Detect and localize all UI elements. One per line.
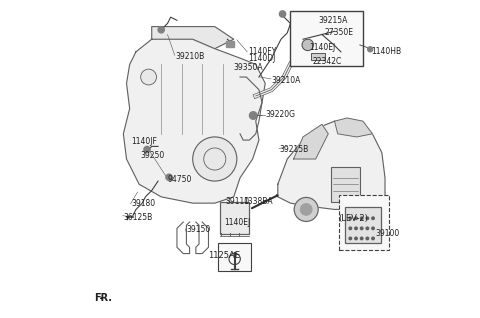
FancyBboxPatch shape xyxy=(339,195,389,250)
Text: 39220G: 39220G xyxy=(265,110,295,119)
FancyBboxPatch shape xyxy=(345,207,381,244)
FancyBboxPatch shape xyxy=(220,202,249,234)
Text: 1140HB: 1140HB xyxy=(371,47,401,56)
Text: 36125B: 36125B xyxy=(123,213,153,222)
Circle shape xyxy=(349,217,351,219)
Circle shape xyxy=(302,39,313,51)
Text: 39100: 39100 xyxy=(375,229,400,238)
Text: 39350A: 39350A xyxy=(234,63,264,72)
Circle shape xyxy=(366,237,369,240)
Text: 39215B: 39215B xyxy=(279,145,309,154)
Polygon shape xyxy=(294,124,328,159)
Text: 39180: 39180 xyxy=(131,199,156,208)
Circle shape xyxy=(144,146,150,153)
Circle shape xyxy=(368,47,372,52)
Text: 39150: 39150 xyxy=(186,225,211,234)
Text: 39210B: 39210B xyxy=(175,52,204,61)
Circle shape xyxy=(360,227,363,230)
Circle shape xyxy=(372,227,374,230)
Text: 1140EJ: 1140EJ xyxy=(224,218,251,226)
Bar xyxy=(290,11,363,66)
Circle shape xyxy=(355,227,357,230)
Polygon shape xyxy=(123,39,265,203)
Bar xyxy=(218,243,251,271)
Circle shape xyxy=(294,197,318,221)
Text: 1140JF: 1140JF xyxy=(131,137,157,146)
Circle shape xyxy=(366,217,369,219)
Text: 27350E: 27350E xyxy=(325,28,354,38)
Text: FR.: FR. xyxy=(95,293,112,303)
FancyBboxPatch shape xyxy=(331,167,360,202)
Text: 22342C: 22342C xyxy=(312,57,342,66)
Circle shape xyxy=(355,217,357,219)
Text: 1140EJ: 1140EJ xyxy=(309,43,335,52)
Circle shape xyxy=(349,237,351,240)
Circle shape xyxy=(354,204,365,215)
Circle shape xyxy=(366,227,369,230)
Circle shape xyxy=(372,237,374,240)
Polygon shape xyxy=(335,118,372,137)
Text: 39250: 39250 xyxy=(141,151,165,160)
Text: 39215A: 39215A xyxy=(318,16,348,25)
Circle shape xyxy=(372,217,374,219)
Text: 1125AE: 1125AE xyxy=(208,251,240,259)
Circle shape xyxy=(360,217,363,219)
Circle shape xyxy=(360,237,363,240)
Circle shape xyxy=(355,237,357,240)
Circle shape xyxy=(348,197,372,221)
Bar xyxy=(311,53,325,60)
Text: 94750: 94750 xyxy=(168,175,192,184)
Circle shape xyxy=(349,227,351,230)
Circle shape xyxy=(300,204,312,215)
Circle shape xyxy=(192,137,237,181)
Text: 39210A: 39210A xyxy=(272,76,301,85)
Circle shape xyxy=(250,112,257,119)
Polygon shape xyxy=(152,27,234,49)
Circle shape xyxy=(279,11,286,17)
Text: 1140DJ: 1140DJ xyxy=(248,54,275,63)
Circle shape xyxy=(158,27,164,33)
Text: 1338BA: 1338BA xyxy=(243,197,273,206)
Text: (LEV-2): (LEV-2) xyxy=(338,214,369,223)
Circle shape xyxy=(166,174,172,180)
Text: 39110: 39110 xyxy=(226,197,250,206)
Circle shape xyxy=(141,69,156,85)
Bar xyxy=(226,41,234,47)
Polygon shape xyxy=(278,121,385,210)
Text: 1140FY: 1140FY xyxy=(248,47,276,56)
